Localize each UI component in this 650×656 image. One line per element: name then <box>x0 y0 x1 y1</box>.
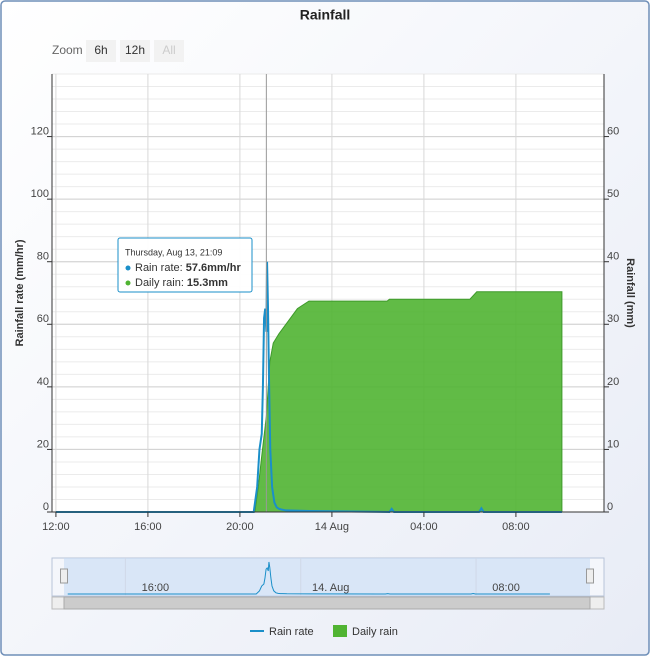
y-tick-label: 120 <box>31 125 49 137</box>
tooltip-bullet <box>125 280 131 286</box>
y-tick-label: 0 <box>43 501 49 513</box>
y2-tick-label: 30 <box>607 313 619 325</box>
tooltip-label: Rain rate: <box>135 262 183 274</box>
y-tick-label: 20 <box>37 438 49 450</box>
navigator-tick-label: 08:00 <box>492 582 520 594</box>
tooltip-row: Rain rate: 57.6mm/hr <box>135 262 241 274</box>
zoom-button-label[interactable]: 12h <box>125 43 145 57</box>
y2-tick-label: 60 <box>607 125 619 137</box>
scrollbar-thumb[interactable] <box>63 596 591 610</box>
y-tick-label: 80 <box>37 251 49 263</box>
navigator-line <box>67 561 550 595</box>
y2-tick-label: 20 <box>607 376 619 388</box>
navigator-tick-label: 14. Aug <box>312 582 349 594</box>
navigator-tick-label: 16:00 <box>142 582 170 594</box>
x-tick-label: 20:00 <box>226 521 254 533</box>
y2-tick-label: 40 <box>607 251 619 263</box>
tooltip-header: Thursday, Aug 13, 21:09 <box>125 247 222 257</box>
navigator-mask <box>64 558 590 596</box>
tooltip-row: Daily rain: 15.3mm <box>135 277 228 289</box>
x-tick-label: 14 Aug <box>315 521 349 533</box>
y-tick-label: 40 <box>37 376 49 388</box>
x-tick-label: 16:00 <box>134 521 162 533</box>
zoom-button[interactable] <box>120 40 150 62</box>
x-tick-label: 08:00 <box>502 521 530 533</box>
y-axis-title: Rainfall rate (mm/hr) <box>14 239 26 346</box>
legend-label[interactable]: Rain rate <box>269 626 314 638</box>
legend-label[interactable]: Daily rain <box>352 626 398 638</box>
chart-title: Rainfall <box>300 7 351 23</box>
y2-axis-title: Rainfall (mm) <box>624 258 636 328</box>
tooltip-bullet <box>125 265 131 271</box>
zoom-button-label[interactable]: 6h <box>94 43 107 57</box>
tooltip-value: 15.3mm <box>187 277 228 289</box>
zoom-button-label[interactable]: All <box>162 43 175 57</box>
tooltip <box>117 237 253 293</box>
zoom-button[interactable] <box>154 40 184 62</box>
x-tick-label: 12:00 <box>42 521 70 533</box>
y2-tick-label: 50 <box>607 188 619 200</box>
navigator-handle[interactable] <box>586 568 594 584</box>
area <box>55 291 563 513</box>
tooltip-label: Daily rain: <box>135 277 184 289</box>
y2-tick-label: 10 <box>607 438 619 450</box>
tooltip-value: 57.6mm/hr <box>186 262 242 274</box>
y2-tick-label: 0 <box>607 501 613 513</box>
y-tick-label: 60 <box>37 313 49 325</box>
y-tick-label: 100 <box>31 188 49 200</box>
zoom-button[interactable] <box>86 40 116 62</box>
navigator-handle[interactable] <box>60 568 68 584</box>
zoom-label: Zoom <box>52 43 83 57</box>
line <box>55 261 562 514</box>
x-tick-label: 04:00 <box>410 521 438 533</box>
legend-symbol <box>333 625 347 637</box>
